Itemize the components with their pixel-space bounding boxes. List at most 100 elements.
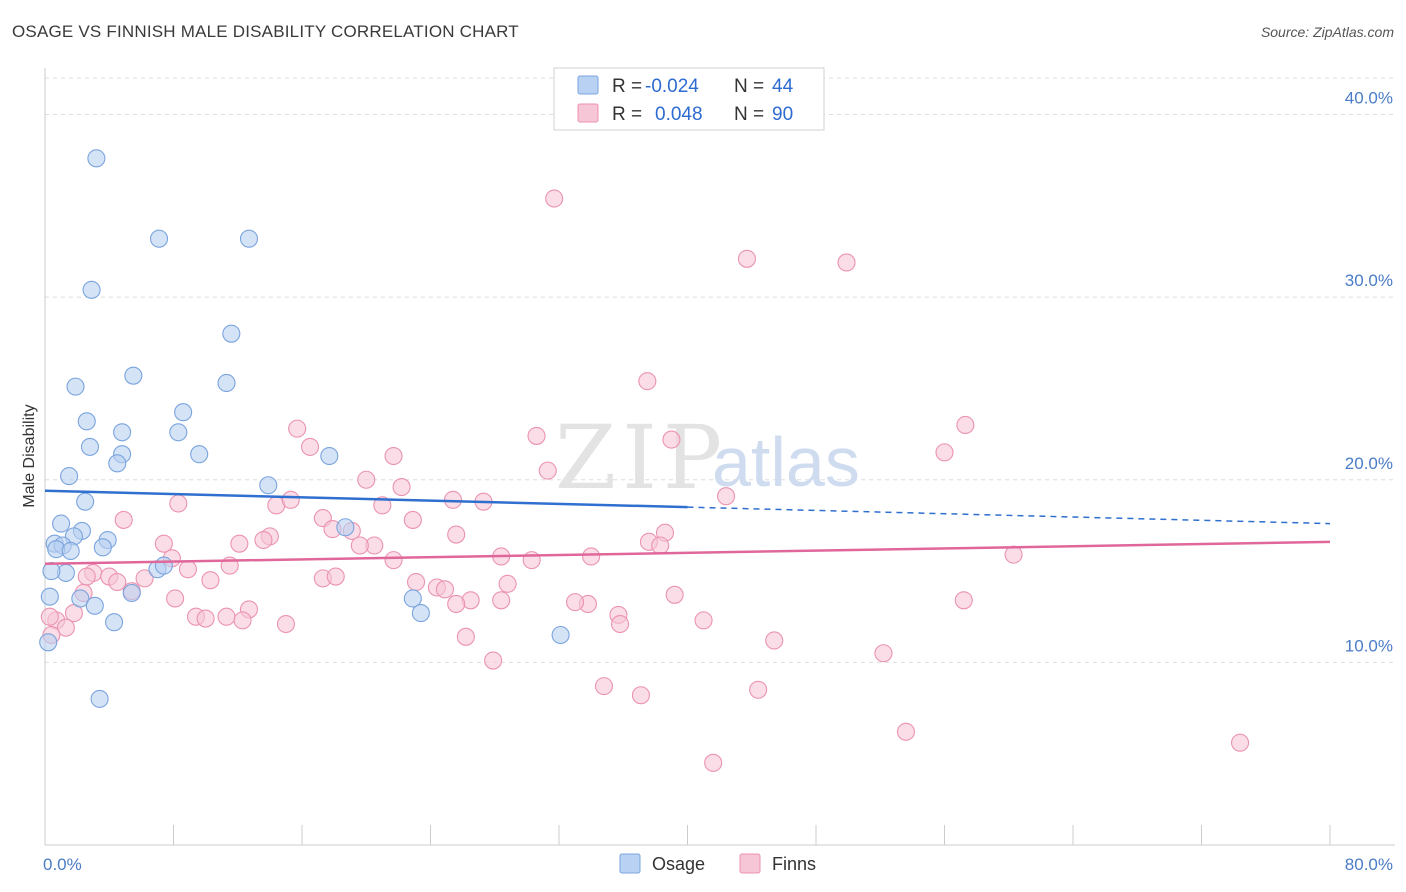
osage-trend-extension — [687, 506, 1331, 525]
y-tick-label: 40.0% — [1345, 89, 1393, 108]
legend-n-value-osage: 44 — [772, 76, 794, 97]
correlation-legend: R = -0.024 N = 44 R = 0.048 N = 90 — [553, 67, 825, 131]
finns-point — [956, 415, 975, 435]
finns-point — [392, 478, 411, 497]
osage-point — [239, 229, 259, 248]
osage-point — [403, 589, 422, 608]
finns-point — [77, 567, 96, 586]
osage-point — [71, 589, 90, 608]
osage-point — [42, 562, 61, 581]
legend-r-value-osage: -0.024 — [645, 76, 699, 97]
legend-swatch-finns — [577, 103, 599, 123]
finns-point — [527, 426, 546, 445]
finns-point — [638, 372, 657, 391]
trend-lines — [44, 489, 1331, 566]
y-tick-labels: 10.0% 20.0% 30.0% 40.0% — [1345, 89, 1393, 656]
finns-point — [651, 536, 670, 555]
finns-point — [716, 487, 736, 506]
osage-point — [113, 423, 132, 442]
finns-point — [447, 594, 466, 613]
finns-point — [447, 525, 466, 544]
finns-point — [403, 510, 422, 529]
finns-point — [281, 490, 300, 509]
legend-n-value-finns: 90 — [772, 104, 793, 125]
osage-point — [76, 492, 95, 511]
finns-point — [384, 446, 403, 466]
axes — [44, 68, 1395, 846]
finns-point — [233, 611, 252, 630]
x-tick-label-min: 0.0% — [43, 855, 82, 874]
osage-point — [61, 541, 80, 561]
osage-point — [169, 423, 188, 442]
osage-point — [66, 377, 85, 396]
finns-points — [40, 189, 1250, 772]
finns-point — [665, 585, 684, 604]
finns-point — [254, 530, 273, 550]
osage-point — [320, 446, 339, 466]
finns-point — [704, 753, 723, 772]
osage-point — [122, 583, 141, 603]
finns-point — [484, 651, 503, 670]
y-axis-label: Male Disability — [21, 404, 38, 507]
finns-point — [154, 534, 173, 553]
finns-point — [456, 627, 475, 646]
finns-point — [545, 189, 564, 208]
legend-name-finns: Finns — [772, 854, 816, 874]
osage-trend-line — [44, 489, 688, 509]
finns-point — [300, 437, 320, 456]
finns-point — [373, 496, 392, 515]
finns-point — [196, 609, 215, 628]
osage-point — [149, 229, 169, 248]
finns-point — [350, 536, 369, 555]
finns-point — [40, 607, 59, 626]
osage-point — [108, 454, 127, 473]
finns-point — [406, 572, 426, 592]
finns-trend-line — [44, 540, 1331, 566]
osage-point — [82, 280, 101, 299]
osage-point — [93, 538, 112, 557]
legend-n-label-osage: N = — [734, 76, 764, 97]
finns-point — [954, 591, 973, 610]
finns-point — [631, 686, 650, 705]
legend-n-label-finns: N = — [734, 104, 764, 125]
osage-points — [39, 149, 570, 708]
gridlines — [45, 77, 1395, 663]
x-tick-label-max: 80.0% — [1345, 855, 1393, 874]
series-legend: Osage Finns — [619, 853, 816, 874]
osage-point — [90, 689, 109, 708]
finns-point — [435, 580, 455, 599]
finns-point — [1231, 733, 1250, 752]
legend-swatch-finns-bottom — [739, 853, 761, 874]
osage-point — [411, 604, 430, 623]
source-credit: Source: ZipAtlas.com — [1260, 24, 1394, 40]
finns-point — [582, 547, 601, 566]
finns-point — [837, 253, 856, 272]
finns-point — [56, 618, 75, 637]
finns-point — [276, 614, 295, 634]
y-tick-label: 30.0% — [1345, 271, 1393, 290]
osage-point — [217, 373, 236, 393]
finns-point — [896, 722, 916, 741]
osage-point — [190, 445, 209, 464]
finns-point — [749, 680, 768, 699]
finns-point — [594, 677, 614, 696]
watermark: ZIP atlas — [555, 406, 860, 509]
finns-point — [114, 510, 133, 529]
finns-point — [135, 569, 154, 588]
legend-r-label-finns: R = — [612, 104, 642, 125]
osage-point — [80, 437, 100, 456]
finns-point — [737, 249, 756, 268]
y-tick-label: 20.0% — [1345, 454, 1393, 473]
finns-point — [108, 572, 127, 592]
chart-title: OSAGE VS FINNISH MALE DISABILITY CORRELA… — [12, 22, 519, 41]
finns-point — [498, 574, 517, 593]
legend-swatch-osage-bottom — [619, 853, 641, 874]
finns-point — [662, 430, 681, 449]
finns-point — [694, 611, 713, 630]
osage-point — [222, 324, 241, 343]
finns-point — [169, 494, 188, 513]
finns-point — [217, 607, 236, 626]
osage-point — [60, 467, 79, 486]
osage-point — [87, 149, 106, 168]
